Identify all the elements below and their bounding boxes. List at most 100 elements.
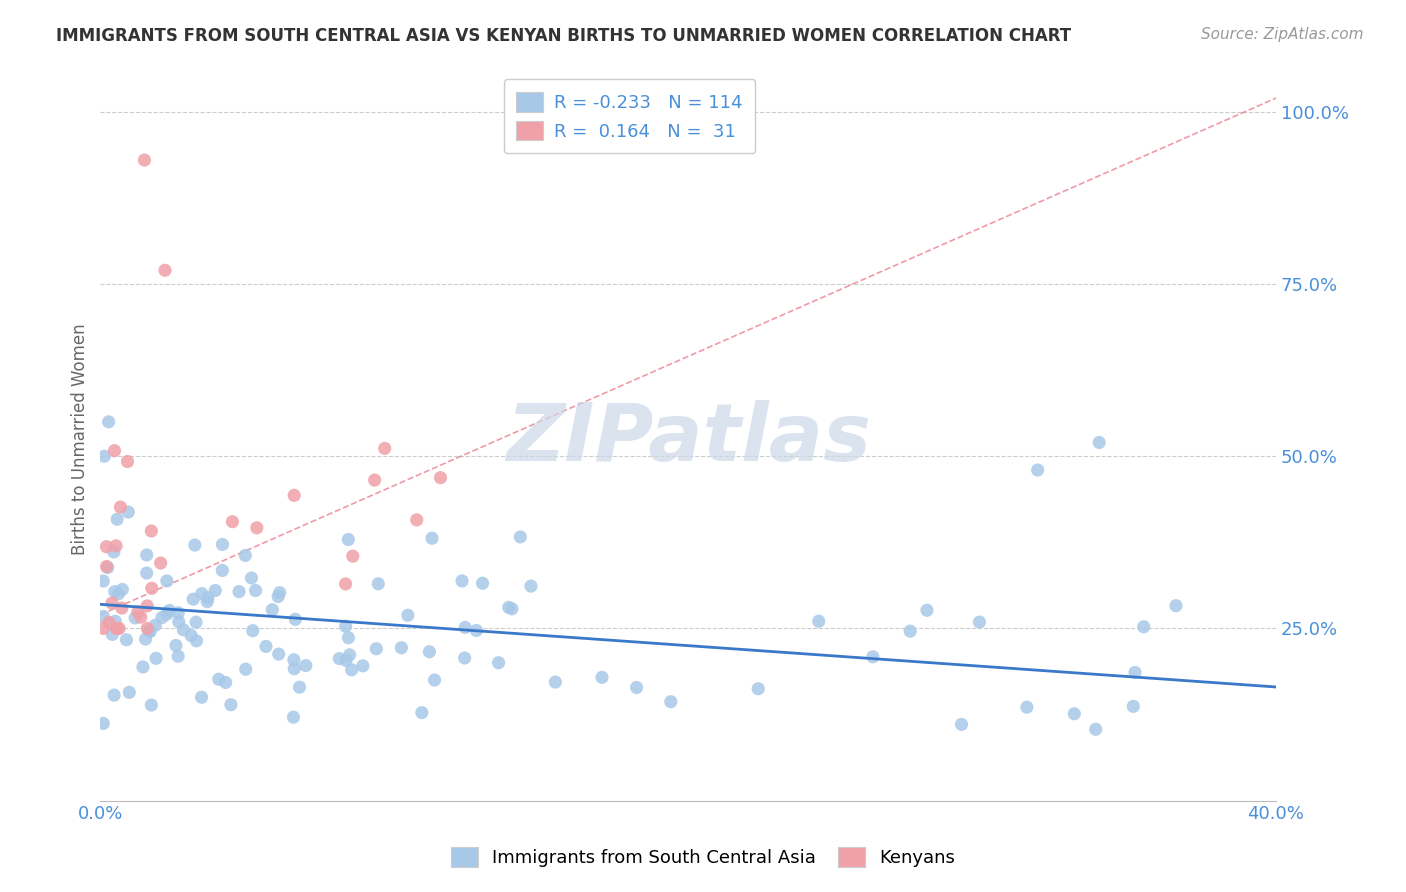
Point bbox=[339, 648, 361, 662]
Point bbox=[389, 640, 412, 655]
Point bbox=[143, 618, 166, 632]
Point bbox=[184, 615, 207, 630]
Point bbox=[283, 710, 305, 724]
Point bbox=[136, 599, 159, 613]
Point bbox=[1015, 700, 1038, 714]
Point bbox=[284, 612, 307, 626]
Point bbox=[488, 656, 510, 670]
Point bbox=[453, 651, 475, 665]
Point bbox=[191, 586, 214, 600]
Point bbox=[105, 622, 128, 636]
Point bbox=[288, 680, 311, 694]
Point bbox=[195, 594, 218, 608]
Point bbox=[141, 524, 163, 538]
Point bbox=[342, 549, 364, 564]
Point bbox=[267, 647, 290, 661]
Point bbox=[181, 592, 204, 607]
Point bbox=[145, 651, 167, 665]
Point bbox=[429, 471, 451, 485]
Point bbox=[107, 587, 129, 601]
Point bbox=[108, 622, 131, 636]
Point bbox=[898, 624, 921, 639]
Point bbox=[167, 649, 190, 664]
Point bbox=[294, 658, 316, 673]
Point bbox=[1123, 665, 1146, 680]
Legend: R = -0.233   N = 114, R =  0.164   N =  31: R = -0.233 N = 114, R = 0.164 N = 31 bbox=[503, 79, 755, 153]
Point bbox=[335, 577, 357, 591]
Point bbox=[242, 624, 264, 638]
Point bbox=[134, 153, 156, 167]
Point bbox=[1122, 699, 1144, 714]
Point bbox=[98, 615, 121, 630]
Point bbox=[254, 640, 277, 654]
Point bbox=[197, 591, 219, 605]
Point bbox=[91, 574, 114, 588]
Point bbox=[451, 574, 474, 588]
Point bbox=[204, 583, 226, 598]
Point bbox=[91, 609, 114, 624]
Point bbox=[337, 631, 360, 645]
Point bbox=[129, 610, 152, 624]
Point bbox=[141, 582, 163, 596]
Point bbox=[103, 688, 125, 702]
Point bbox=[807, 614, 830, 628]
Point bbox=[117, 505, 139, 519]
Point bbox=[340, 663, 363, 677]
Point bbox=[153, 263, 176, 277]
Point bbox=[283, 662, 305, 676]
Point bbox=[747, 681, 769, 696]
Text: ZIPatlas: ZIPatlas bbox=[506, 400, 870, 478]
Point bbox=[411, 706, 433, 720]
Point bbox=[165, 639, 187, 653]
Text: Source: ZipAtlas.com: Source: ZipAtlas.com bbox=[1201, 27, 1364, 42]
Point bbox=[184, 538, 207, 552]
Point bbox=[328, 651, 350, 665]
Point bbox=[96, 540, 118, 554]
Point bbox=[335, 619, 357, 633]
Point bbox=[111, 601, 134, 615]
Point bbox=[471, 576, 494, 591]
Point bbox=[245, 583, 267, 598]
Point bbox=[591, 670, 613, 684]
Point bbox=[335, 653, 357, 667]
Point bbox=[103, 545, 125, 559]
Point bbox=[396, 608, 419, 623]
Point bbox=[159, 603, 181, 617]
Point bbox=[246, 521, 269, 535]
Point bbox=[124, 611, 146, 625]
Point bbox=[228, 584, 250, 599]
Point bbox=[915, 603, 938, 617]
Point bbox=[367, 576, 389, 591]
Point bbox=[544, 675, 567, 690]
Point bbox=[118, 685, 141, 699]
Point bbox=[219, 698, 242, 712]
Point bbox=[208, 672, 231, 686]
Point bbox=[420, 531, 443, 545]
Point bbox=[465, 624, 488, 638]
Point bbox=[105, 539, 128, 553]
Point bbox=[211, 563, 233, 577]
Point bbox=[101, 627, 124, 641]
Point bbox=[337, 533, 360, 547]
Point bbox=[149, 556, 172, 570]
Point bbox=[156, 574, 179, 588]
Point bbox=[190, 690, 212, 705]
Point bbox=[141, 698, 163, 712]
Point bbox=[172, 623, 194, 637]
Point bbox=[520, 579, 543, 593]
Point bbox=[135, 632, 157, 646]
Point bbox=[498, 600, 520, 615]
Point bbox=[139, 624, 162, 639]
Point bbox=[101, 596, 124, 610]
Point bbox=[97, 415, 120, 429]
Point bbox=[180, 629, 202, 643]
Point bbox=[509, 530, 531, 544]
Point bbox=[1164, 599, 1187, 613]
Point bbox=[269, 585, 291, 599]
Point bbox=[423, 673, 446, 687]
Point bbox=[150, 610, 173, 624]
Point bbox=[1084, 723, 1107, 737]
Point bbox=[110, 500, 132, 514]
Point bbox=[501, 602, 523, 616]
Point bbox=[235, 662, 257, 676]
